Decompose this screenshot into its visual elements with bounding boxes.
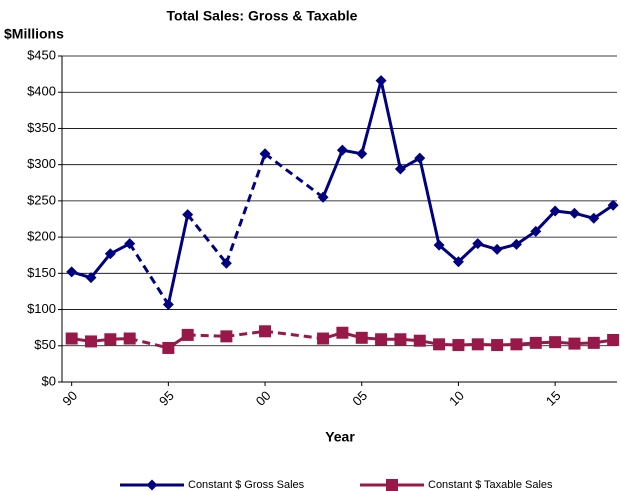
line-segment <box>264 152 324 199</box>
line-segment <box>418 157 441 246</box>
data-point <box>607 199 619 211</box>
data-point <box>375 333 388 346</box>
data-point <box>317 191 329 203</box>
data-point <box>452 339 465 352</box>
line-segment <box>128 242 170 306</box>
y-tick-label: $300 <box>27 156 56 171</box>
data-point <box>433 239 445 251</box>
line-segment <box>166 214 190 305</box>
data-point <box>607 333 620 346</box>
data-point <box>356 148 368 160</box>
data-point <box>220 330 233 343</box>
data-point <box>317 332 330 345</box>
y-tick-label: $450 <box>27 47 56 62</box>
line-segment <box>457 242 479 263</box>
line-segment <box>89 252 112 279</box>
x-tick-label: 10 <box>446 388 467 409</box>
data-point <box>85 272 97 284</box>
legend-label: Constant $ Gross Sales <box>188 479 305 491</box>
data-point <box>355 331 368 344</box>
data-point <box>65 332 78 345</box>
x-tick-label: 95 <box>156 388 177 409</box>
y-tick-label: $50 <box>34 337 56 352</box>
data-point <box>162 298 174 310</box>
data-point <box>220 257 232 269</box>
data-point <box>510 338 523 351</box>
data-point <box>375 75 387 87</box>
data-point <box>66 266 78 278</box>
data-point <box>510 238 522 250</box>
data-point <box>85 335 98 348</box>
data-point <box>413 334 426 347</box>
data-point <box>259 325 272 338</box>
data-point <box>104 248 116 260</box>
data-point <box>549 336 562 349</box>
line-segment <box>360 80 383 155</box>
data-point <box>336 326 349 339</box>
x-axis-label: Year <box>325 429 355 445</box>
data-point <box>588 212 600 224</box>
data-point <box>182 209 194 221</box>
data-point <box>549 205 561 217</box>
legend-marker <box>146 479 158 491</box>
line-segment <box>321 149 344 198</box>
line-segment <box>379 80 402 170</box>
line-segment <box>224 153 267 264</box>
data-point <box>472 238 484 250</box>
data-point <box>336 144 348 156</box>
data-point <box>181 328 194 341</box>
data-point <box>414 152 426 164</box>
y-tick-label: $0 <box>42 373 56 388</box>
data-point <box>394 163 406 175</box>
line-segment <box>129 337 169 350</box>
y-tick-label: $200 <box>27 229 56 244</box>
line-segment <box>187 333 227 338</box>
y-tick-label: $400 <box>27 84 56 99</box>
legend-marker <box>386 479 398 491</box>
data-point <box>394 333 407 346</box>
data-point <box>104 333 117 346</box>
y-tick-label: $250 <box>27 192 56 207</box>
x-tick-label: 90 <box>59 388 80 409</box>
y-tick-label: $100 <box>27 301 56 316</box>
data-point <box>259 148 271 160</box>
data-point <box>471 338 484 351</box>
line-segment <box>438 243 460 263</box>
x-tick-label: 00 <box>253 388 274 409</box>
data-point <box>162 341 175 354</box>
data-point <box>452 256 464 268</box>
data-point <box>529 336 542 349</box>
y-tick-label: $350 <box>27 120 56 135</box>
x-tick-label: 15 <box>543 388 564 409</box>
data-point <box>491 243 503 255</box>
data-point <box>568 337 581 350</box>
line-segment <box>534 209 557 233</box>
data-point <box>124 238 136 250</box>
line-segment <box>186 213 228 265</box>
line-segment <box>226 329 266 338</box>
data-point <box>530 225 542 237</box>
legend-label: Constant $ Taxable Sales <box>428 479 553 491</box>
data-point <box>433 338 446 351</box>
y-tick-label: $150 <box>27 265 56 280</box>
data-point <box>491 339 504 352</box>
chart-title: Total Sales: Gross & Taxable <box>167 8 358 24</box>
data-point <box>123 332 136 345</box>
data-point <box>568 207 580 219</box>
data-point <box>587 336 600 349</box>
y-axis-label: $Millions <box>4 26 64 42</box>
line-segment <box>264 329 324 341</box>
x-tick-label: 05 <box>349 388 370 409</box>
